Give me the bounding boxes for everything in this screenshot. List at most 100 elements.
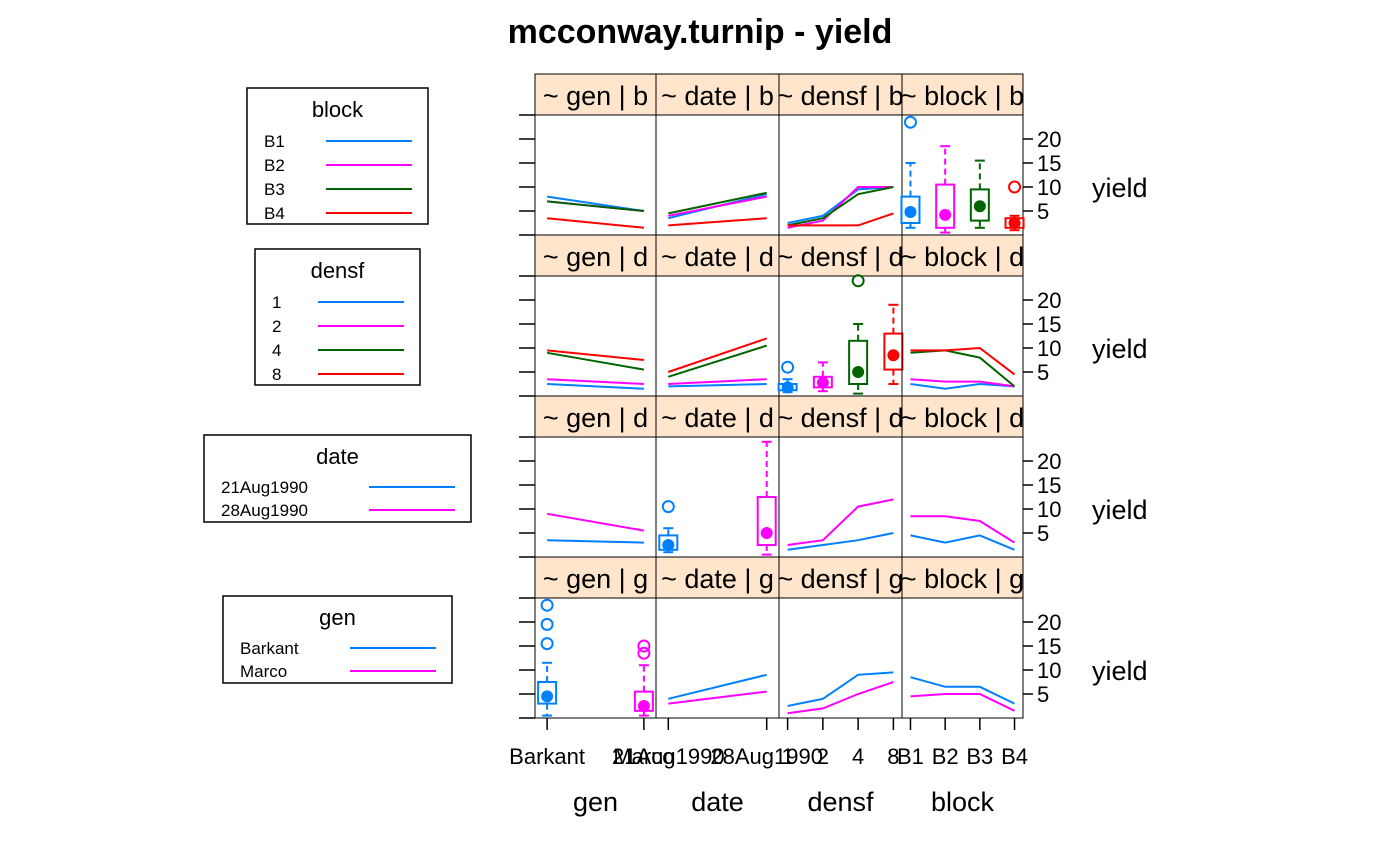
legend-box	[246, 87, 429, 225]
series-line-Barkant	[910, 676, 1015, 705]
y-tick-label: 20	[1037, 288, 1061, 313]
legend-label: B3	[264, 180, 285, 199]
legend-title: densf	[311, 258, 366, 283]
panel-frame	[778, 436, 903, 558]
y-tick-label: 10	[1037, 497, 1061, 522]
left-ticks-date	[519, 436, 535, 558]
series-line-Barkant	[787, 671, 894, 707]
panel-frame	[534, 114, 657, 236]
strip-label: ~ densf | b	[777, 81, 903, 111]
x-tick-label: 4	[852, 744, 864, 769]
strip-background	[655, 234, 780, 277]
legend-label: 21Aug1990	[221, 478, 308, 497]
boxplot-2	[812, 361, 833, 393]
y-tick-label: 20	[1037, 449, 1061, 474]
y-tick-label: 5	[1037, 521, 1049, 546]
strip-label: ~ gen | d	[543, 242, 648, 272]
legend-label: 8	[272, 365, 281, 384]
boxplot-Barkant	[537, 598, 558, 717]
median-dot	[816, 376, 829, 389]
strip-background	[778, 234, 903, 277]
median-dot	[781, 381, 794, 394]
x-tick-label: B3	[966, 744, 993, 769]
outlier-point	[540, 598, 554, 612]
y-tick-label: 5	[1037, 360, 1049, 385]
outlier-point	[1008, 180, 1022, 194]
legend-box	[203, 434, 472, 523]
series-line-B3	[668, 191, 767, 215]
median-dot	[887, 349, 900, 362]
boxplot-Marco	[633, 639, 654, 717]
strip-label: ~ densf | d	[777, 242, 903, 272]
panel-frame	[778, 597, 903, 719]
median-dot	[541, 690, 554, 703]
boxplot-4	[848, 274, 869, 395]
y-tick-label: 15	[1037, 151, 1061, 176]
legend-label: 28Aug1990	[221, 501, 308, 520]
series-line-1	[668, 383, 767, 388]
strip-label: ~ date | d	[661, 242, 774, 272]
strip-label: ~ gen | d	[543, 403, 648, 433]
panel-date-date: ~ date | d	[655, 395, 780, 558]
panel-grid: ~ gen | b ~ date | b ~ densf | b~ block | …	[509, 73, 1148, 817]
x-axis-label: date	[691, 787, 744, 817]
series-line-28Aug1990	[546, 512, 645, 532]
legend-label: 2	[272, 317, 281, 336]
strip-background	[778, 556, 903, 599]
outlier-point	[661, 500, 675, 514]
panel-frame	[655, 597, 780, 719]
outlier-point	[637, 639, 651, 653]
box	[848, 339, 869, 385]
strip-background	[901, 234, 1024, 277]
legend-densf: densf 1 2 4 8	[254, 248, 421, 386]
series-line-1	[547, 383, 644, 390]
series-line-8	[910, 346, 1016, 376]
median-dot	[637, 700, 650, 712]
panel-row-date: ~ gen | d ~ date | d ~ densf | d~ block | …	[519, 395, 1148, 558]
strip-background	[534, 395, 657, 438]
series-line-2	[668, 378, 767, 385]
series-line-21Aug1990	[910, 534, 1015, 551]
x-tick-label: B2	[932, 744, 959, 769]
legend-box	[222, 595, 453, 684]
box	[969, 188, 990, 222]
strip-label: ~ block | d	[901, 242, 1024, 272]
series-line-1	[910, 382, 1015, 390]
x-tick-label: 1	[781, 744, 793, 769]
panel-block-densf: ~ densf | b	[777, 73, 903, 236]
legend-title: block	[312, 97, 364, 122]
panel-frame	[534, 275, 657, 397]
x-tick-label: 21Aug1990	[612, 744, 725, 769]
strip-label: ~ date | b	[661, 81, 774, 111]
legend-title: date	[316, 444, 359, 469]
panel-block-date: ~ date | b	[655, 73, 780, 236]
series-line-4	[546, 351, 645, 371]
x-axis-label: gen	[573, 787, 618, 817]
strip-label: ~ gen | g	[543, 564, 648, 594]
outlier-point	[540, 617, 554, 631]
series-line-B3	[547, 200, 644, 212]
strip-label: ~ date | g	[661, 564, 774, 594]
strip-label: ~ date | d	[661, 403, 774, 433]
series-line-8	[547, 349, 644, 361]
boxplot-B3	[969, 159, 990, 229]
panel-frame	[901, 597, 1024, 719]
panel-frame	[534, 436, 657, 558]
left-ticks-gen	[519, 597, 535, 719]
legend-date: date 21Aug1990 28Aug1990	[203, 434, 472, 523]
panel-gen-date: ~ date | g	[655, 556, 780, 719]
strip-label: ~ densf | g	[777, 564, 903, 594]
outlier-point	[637, 646, 651, 660]
series-line-Marco	[910, 693, 1015, 712]
series-line-B4	[668, 217, 767, 227]
legend-label: B1	[264, 132, 285, 151]
panel-row-gen: ~ gen | g ~ date | g ~ densf | g~ block | …	[519, 556, 1148, 719]
series-line-4	[910, 349, 1016, 388]
legend-label: B4	[264, 204, 285, 223]
x-axis-label: densf	[807, 787, 874, 817]
strip-background	[534, 234, 657, 277]
legend-block: block B1 B2 B3 B4	[246, 87, 429, 225]
